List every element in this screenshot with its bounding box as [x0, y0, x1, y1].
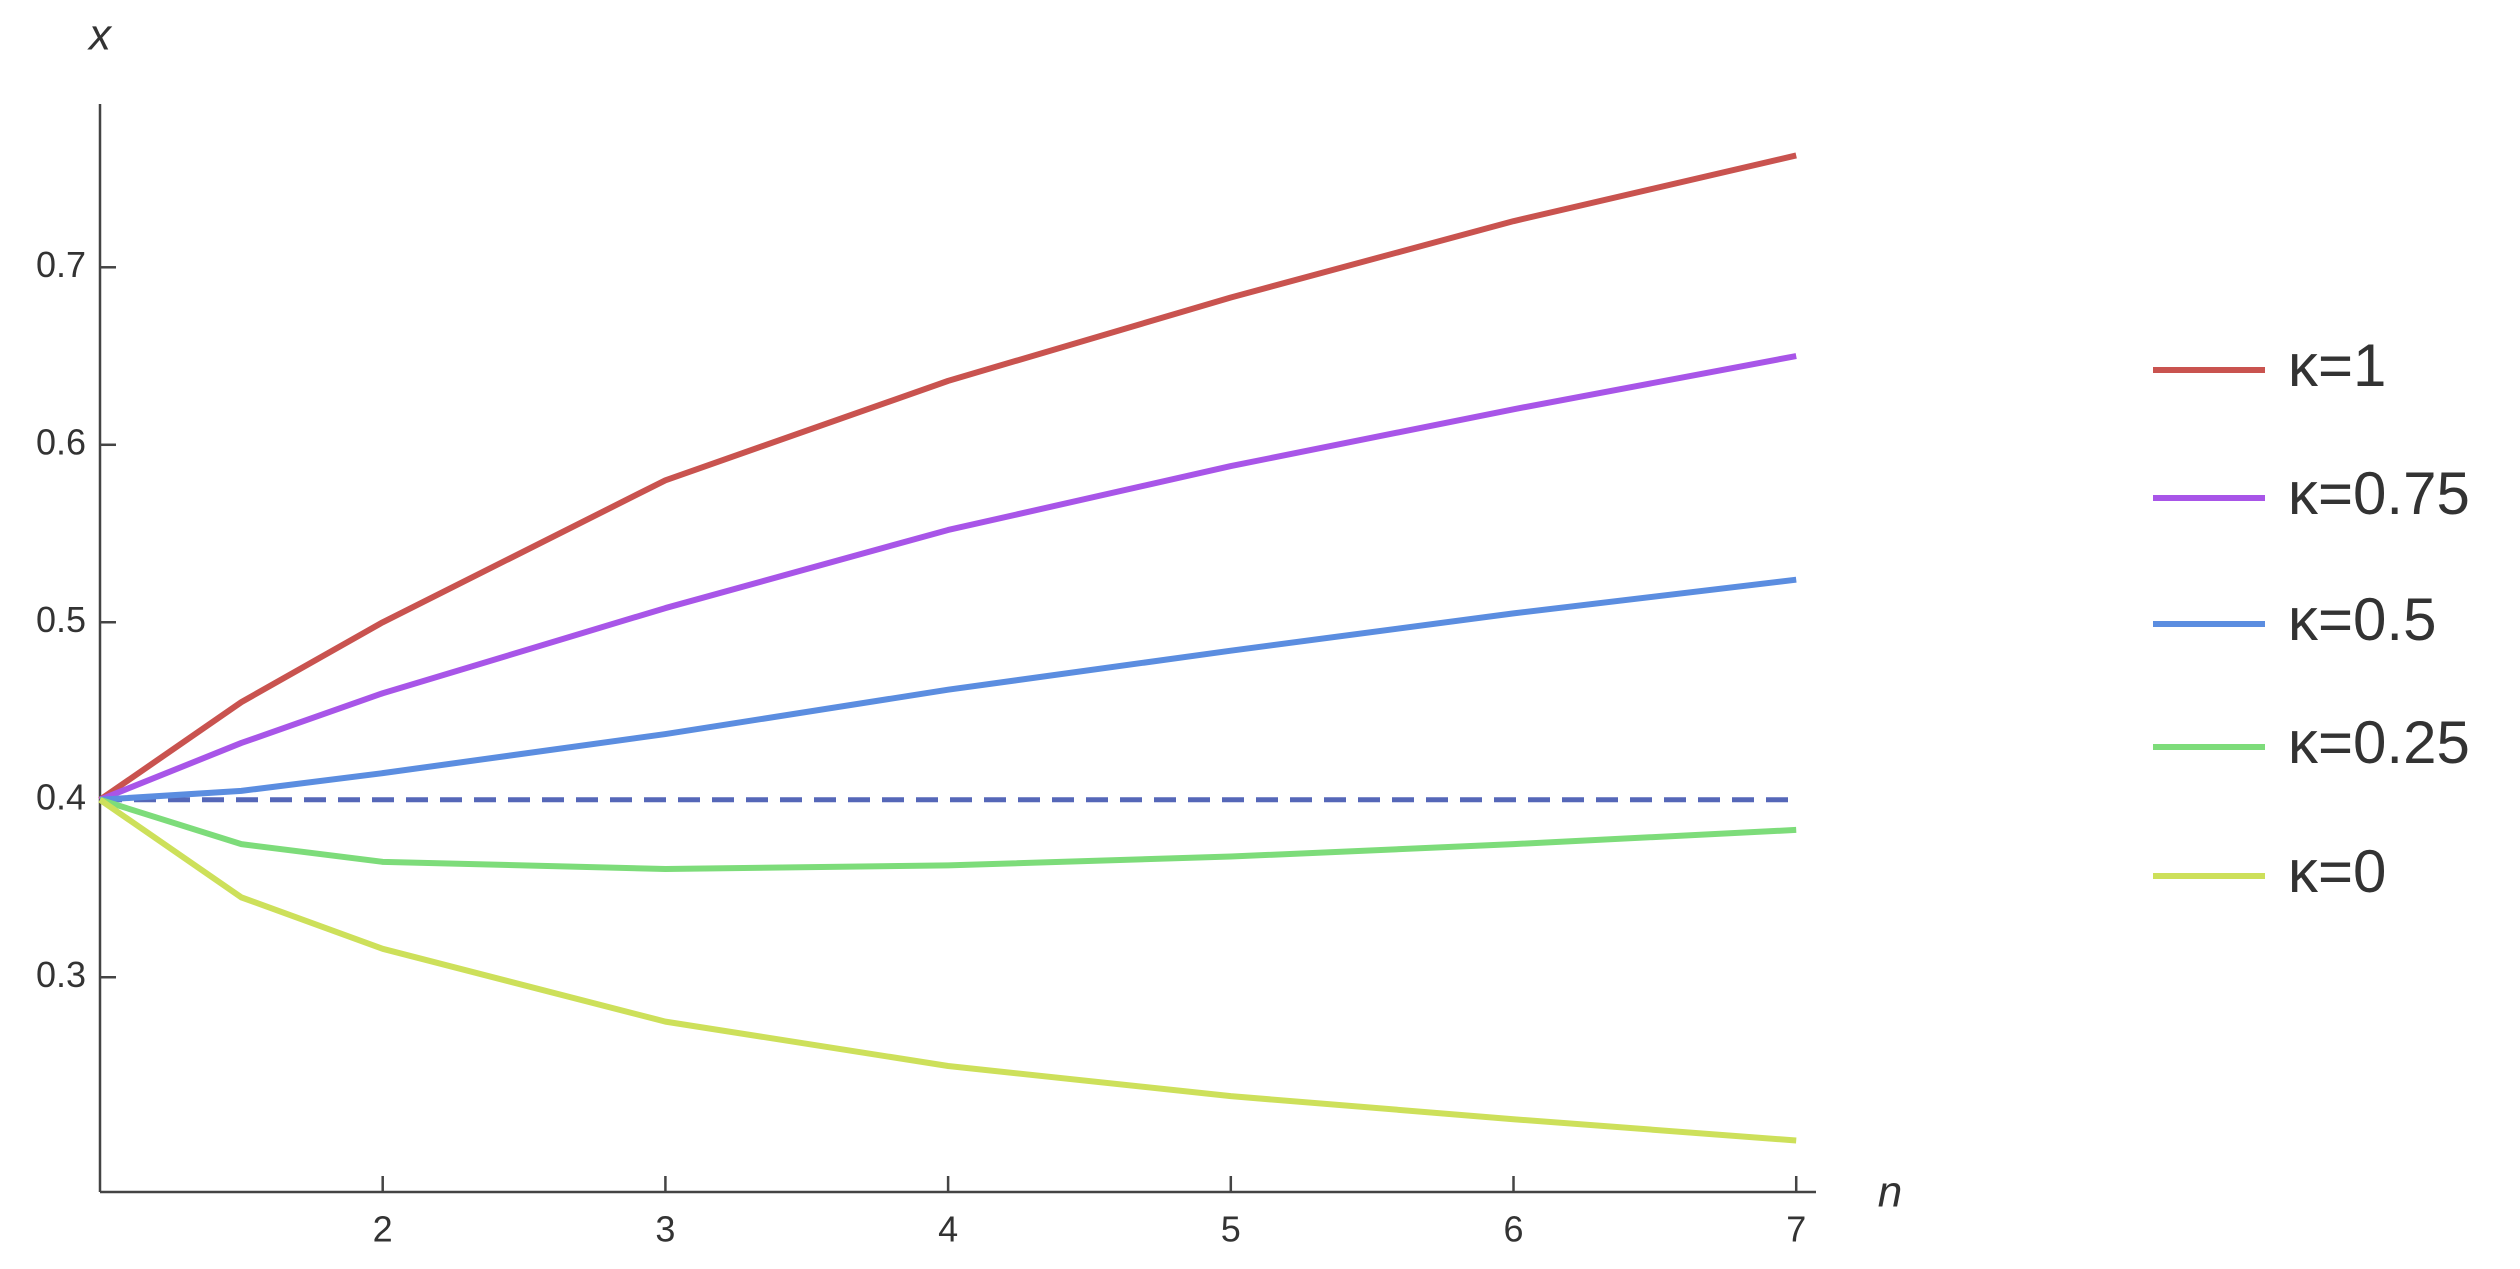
- x-tick-label: 6: [1503, 1209, 1523, 1250]
- y-axis-label: x: [87, 11, 113, 60]
- x-tick-label: 3: [655, 1209, 675, 1250]
- y-tick-label: 0.4: [36, 776, 86, 817]
- x-tick-label: 4: [938, 1209, 958, 1250]
- legend-label: κ=0.5: [2288, 586, 2436, 653]
- x-tick-label: 7: [1786, 1209, 1806, 1250]
- y-tick-label: 0.5: [36, 599, 86, 640]
- y-tick-label: 0.6: [36, 421, 86, 462]
- legend-label: κ=1: [2288, 332, 2386, 399]
- series-line: [99, 796, 1797, 872]
- series-line: [98, 152, 1797, 803]
- legend-label: κ=0.25: [2288, 709, 2470, 776]
- series-line: [98, 797, 1797, 1144]
- legend-label: κ=0: [2288, 838, 2386, 905]
- x-tick-label: 2: [373, 1209, 393, 1250]
- x-tick-label: 5: [1221, 1209, 1241, 1250]
- y-tick-label: 0.3: [36, 954, 86, 995]
- series-line: [98, 353, 1797, 803]
- y-tick-label: 0.7: [36, 244, 86, 285]
- series-line: [99, 576, 1797, 803]
- x-axis-label: n: [1878, 1168, 1902, 1217]
- legend-label: κ=0.75: [2288, 460, 2470, 527]
